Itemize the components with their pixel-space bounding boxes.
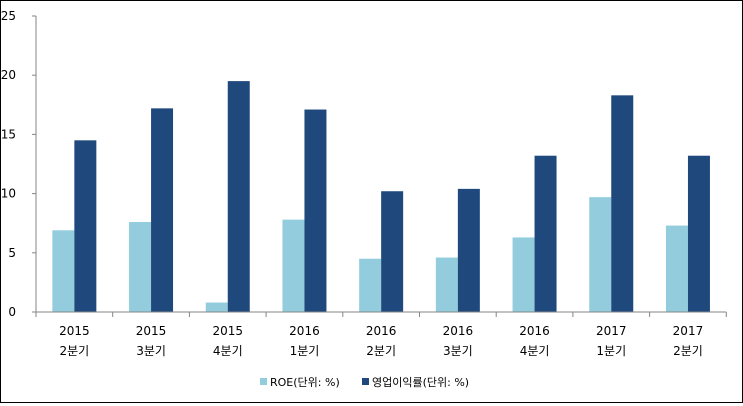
x-tick-label-year: 2015 — [212, 324, 243, 338]
roe-bar — [129, 222, 152, 312]
roe-bar — [589, 197, 612, 312]
operating-margin-bar — [304, 109, 327, 312]
operating-margin-bar — [227, 81, 250, 313]
x-tick-label-year: 2016 — [443, 324, 474, 338]
x-tick-label-year: 2015 — [136, 324, 167, 338]
x-tick-label-quarter: 2분기 — [673, 344, 703, 358]
x-tick-label-quarter: 2분기 — [59, 344, 89, 358]
legend-label: ROE(단위: %) — [270, 376, 340, 389]
roe-bar — [52, 230, 75, 312]
x-tick-label-quarter: 4분기 — [520, 344, 550, 358]
x-tick-label-year: 2016 — [289, 324, 320, 338]
y-tick-label: 15 — [1, 127, 16, 141]
x-tick-label-year: 2016 — [519, 324, 550, 338]
x-tick-label-year: 2016 — [366, 324, 397, 338]
legend-swatch — [362, 378, 369, 385]
roe-bar — [282, 219, 305, 312]
legend-label: 영업이익률(단위: %) — [372, 376, 469, 389]
operating-margin-bar — [611, 95, 634, 312]
x-tick-label-year: 2017 — [673, 324, 704, 338]
x-tick-label-quarter: 3분기 — [443, 344, 473, 358]
x-tick-label-year: 2015 — [59, 324, 90, 338]
y-tick-label: 25 — [1, 9, 16, 23]
y-tick-label: 10 — [1, 187, 16, 201]
legend-swatch — [260, 378, 267, 385]
x-tick-label-quarter: 4분기 — [213, 344, 243, 358]
operating-margin-bar — [381, 191, 404, 312]
roe-bar — [665, 225, 688, 312]
operating-margin-bar — [457, 188, 480, 312]
operating-margin-bar — [534, 155, 557, 312]
x-tick-label-quarter: 1분기 — [596, 344, 626, 358]
x-tick-label-quarter: 1분기 — [290, 344, 320, 358]
operating-margin-bar — [151, 108, 174, 313]
x-tick-label-year: 2017 — [596, 324, 627, 338]
operating-margin-bar — [74, 140, 97, 312]
roe-bar — [435, 257, 458, 312]
y-tick-label: 20 — [1, 68, 16, 82]
roe-bar — [512, 237, 535, 312]
x-tick-label-quarter: 3분기 — [136, 344, 166, 358]
y-tick-label: 5 — [8, 246, 16, 260]
operating-margin-bar — [687, 155, 710, 312]
roe-bar — [205, 302, 228, 312]
x-tick-label-quarter: 2분기 — [366, 344, 396, 358]
y-tick-label: 0 — [8, 305, 16, 319]
roe-bar — [359, 258, 382, 312]
